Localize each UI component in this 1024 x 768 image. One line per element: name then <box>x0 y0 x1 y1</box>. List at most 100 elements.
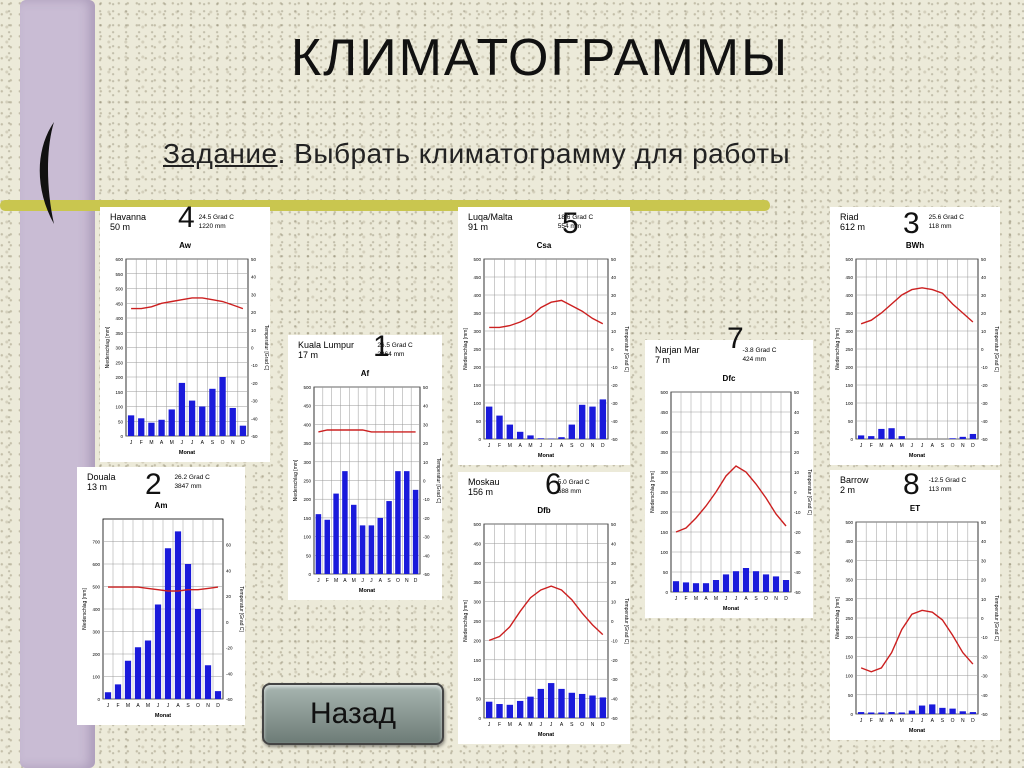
precip-tick-label: 250 <box>115 360 123 365</box>
month-label: M <box>508 443 512 449</box>
station-elevation: 156 m <box>468 487 493 497</box>
temp-summary: 5.0 Grad C <box>558 479 590 486</box>
precip-tick-label: 100 <box>660 550 668 555</box>
month-label: O <box>951 443 955 449</box>
temp-tick-label: 30 <box>611 293 617 298</box>
precip-tick-label: 550 <box>115 272 123 277</box>
climatogram-narjan-mar[interactable]: Narjan Mar 7 m -3.8 Grad C 424 mm Dfc 0 50 100 1… <box>645 340 813 618</box>
month-label: S <box>387 578 391 584</box>
temp-tick-label: -40 <box>981 693 988 698</box>
precip-bar-a-8 <box>558 688 565 718</box>
month-label: J <box>488 443 491 449</box>
climatogram-havanna[interactable]: Havanna 50 m 24.5 Grad C 1220 mm Aw 0 50 100 150… <box>100 207 270 462</box>
climatogram-riad[interactable]: Riad 612 m 25.6 Grad C 118 mm BWh 0 50 100 150 20… <box>830 207 1000 465</box>
month-label: F <box>498 722 501 728</box>
precip-tick-label: 400 <box>473 293 481 298</box>
precip-bar-m-3 <box>506 424 514 439</box>
temp-summary: -3.8 Grad C <box>742 347 776 354</box>
temperature-line <box>860 609 974 673</box>
month-label: N <box>774 596 778 602</box>
back-button[interactable]: Назад <box>262 683 444 745</box>
climatogram-moskau[interactable]: Moskau 156 m 5.0 Grad C 688 mm Dfb 0 50 100 150 2… <box>458 472 630 744</box>
climate-code: Af <box>361 369 370 378</box>
chart-number-moskau: 6 <box>545 468 562 501</box>
climatogram-barrow[interactable]: Barrow 2 m -12.5 Grad C 113 mm ET 0 50 100 150 20… <box>830 470 1000 740</box>
month-label: A <box>560 443 564 449</box>
ylabel-temp: Temperatur [Grad C] <box>623 326 629 372</box>
station-elevation: 91 m <box>468 222 488 232</box>
precip-bar-m-3 <box>878 428 885 439</box>
temp-tick-label: 50 <box>981 520 987 525</box>
temp-tick-label: -10 <box>981 635 988 640</box>
precip-bar-d-12 <box>599 399 607 439</box>
bracket-icon <box>39 122 54 224</box>
precip-tick-label: 500 <box>845 257 853 262</box>
precip-bar-j-7 <box>732 571 740 592</box>
month-label: N <box>591 722 595 728</box>
climatogram-luqa-malta[interactable]: Luqa/Malta 91 m 18.6 Grad C 554 mm Csa 0 50 100… <box>458 207 630 465</box>
month-label: O <box>221 440 225 446</box>
month-label: F <box>498 443 501 449</box>
temp-tick-label: -30 <box>981 401 988 406</box>
precip-bar-m-3 <box>878 712 885 714</box>
month-label: J <box>361 578 364 584</box>
temp-tick-label: 10 <box>981 329 987 334</box>
station-name: Douala <box>87 472 116 482</box>
month-label: A <box>560 722 564 728</box>
temp-tick-label: 20 <box>423 441 429 446</box>
month-label: A <box>744 596 748 602</box>
precip-tick-label: 450 <box>473 275 481 280</box>
precip-tick-label: 100 <box>845 674 853 679</box>
month-label: J <box>735 596 738 602</box>
month-label: N <box>591 443 595 449</box>
precip-bar-j-7 <box>164 548 172 699</box>
precip-tick-label: 200 <box>115 375 123 380</box>
month-label: A <box>931 443 935 449</box>
precip-bar-j-6 <box>908 710 916 714</box>
precip-tick-label: 300 <box>92 630 100 635</box>
precip-tick-label: 400 <box>115 316 123 321</box>
month-label: S <box>941 718 945 724</box>
month-label: A <box>343 578 347 584</box>
month-label: J <box>167 703 170 709</box>
precip-tick-label: 50 <box>118 419 124 424</box>
temp-tick-label: 10 <box>251 328 257 333</box>
precip-tick-label: 200 <box>303 497 311 502</box>
precip-tick-label: 450 <box>303 404 311 409</box>
climatogram-douala[interactable]: Douala 13 m 26.2 Grad C 3847 mm Am 0 100 200 300… <box>77 467 245 725</box>
precip-tick-label: 400 <box>845 293 853 298</box>
precip-tick-label: 450 <box>845 275 853 280</box>
precip-bar-f-2 <box>138 418 145 436</box>
climatogram-kuala-lumpur[interactable]: Kuala Lumpur 17 m 26.5 Grad C 2364 mm Af 0 50 1… <box>288 335 442 600</box>
month-label: M <box>879 718 883 724</box>
temp-tick-label: 50 <box>423 385 429 390</box>
precip-tick-label: 350 <box>473 311 481 316</box>
month-label: A <box>136 703 140 709</box>
station-name: Riad <box>840 212 859 222</box>
month-label: J <box>725 596 728 602</box>
precip-tick-label: 200 <box>473 365 481 370</box>
month-label: J <box>540 443 543 449</box>
precip-bar-j-6 <box>178 382 186 436</box>
month-label: S <box>754 596 758 602</box>
precip-bar-n-11 <box>959 711 966 714</box>
precip-tick-label: 500 <box>845 520 853 525</box>
temp-tick-label: 30 <box>251 292 257 297</box>
xlabel: Monat <box>909 728 925 734</box>
ylabel-precip: Niederschlag [mm] <box>105 326 111 368</box>
temp-tick-label: -30 <box>794 550 801 555</box>
precip-tick-label: 100 <box>303 535 311 540</box>
precip-tick-label: 350 <box>115 331 123 336</box>
month-label: M <box>694 596 698 602</box>
precip-summary: 2364 mm <box>377 351 404 358</box>
precip-bar-a-4 <box>888 712 895 714</box>
temp-tick-label: -30 <box>611 401 618 406</box>
month-label: O <box>580 722 584 728</box>
climate-code: BWh <box>906 241 924 250</box>
precip-bar-d-12 <box>782 580 790 592</box>
precip-tick-label: 500 <box>660 390 668 395</box>
temp-tick-label: -30 <box>423 535 430 540</box>
